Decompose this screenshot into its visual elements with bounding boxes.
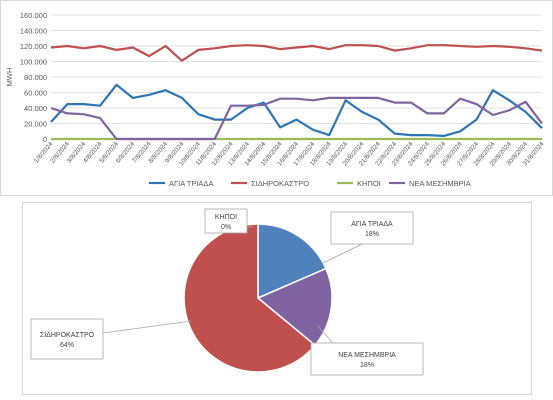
y-tick-label: 160.000 <box>20 11 47 20</box>
y-tick-label: 0 <box>43 135 47 144</box>
series-line <box>50 96 543 141</box>
y-tick-label: 20.000 <box>24 120 47 129</box>
y-tick-label: 40.000 <box>24 104 47 113</box>
legend-label: ΚΗΠΟΙ <box>357 179 381 188</box>
line-chart-panel: 0 20.000 40.000 60.000 80.000 100.000 120.000 1… <box>0 0 553 196</box>
y-tick-label: 100.000 <box>20 58 47 67</box>
pie-slice <box>183 223 317 373</box>
data-label-box <box>310 342 424 376</box>
leader-line <box>316 324 334 344</box>
data-label-box <box>30 318 104 360</box>
line-chart: 0 20.000 40.000 60.000 80.000 100.000 120.000 1… <box>5 11 546 188</box>
pie-label-percent: 18% <box>360 362 374 369</box>
legend-label: ΑΓΙΑ ΤΡΙΑΔΑ <box>169 179 213 188</box>
series-line <box>50 83 543 137</box>
series-line <box>50 44 543 62</box>
data-label-box <box>330 211 414 245</box>
pie-chart: ΑΓΙΑ ΤΡΙΑΔΑ 18% ΝΕΑ ΜΕΣΗΜΒΡΙΑ 18% ΣΙΔΗΡΟΚΑΣΤ… <box>30 208 424 376</box>
pie-label-percent: 18% <box>365 231 379 238</box>
pie-label-name: ΚΗΠΟΙ <box>215 214 237 221</box>
pie-slice <box>256 267 333 347</box>
y-tick-label: 140.000 <box>20 27 47 36</box>
pie-slice <box>257 223 327 300</box>
legend-label: ΝΕΑ ΜΕΣΗΜΒΡΙΑ <box>409 179 471 188</box>
legend-label: ΣΙΔΗΡΟΚΑΣΤΡΟ <box>251 179 309 188</box>
data-label-box <box>204 208 248 234</box>
leader-line <box>322 243 363 264</box>
pie-label-name: ΝΕΑ ΜΕΣΗΜΒΡΙΑ <box>338 352 396 359</box>
y-axis-label: MWH <box>5 68 14 87</box>
pie-chart-panel: ΑΓΙΑ ΤΡΙΑΔΑ 18% ΝΕΑ ΜΕΣΗΜΒΡΙΑ 18% ΣΙΔΗΡΟΚΑΣΤ… <box>22 202 532 395</box>
y-tick-label: 120.000 <box>20 42 47 51</box>
pie-label-percent: 64% <box>60 342 74 349</box>
pie-label-name: ΣΙΔΗΡΟΚΑΣΤΡΟ <box>40 332 95 339</box>
pie-label-percent: 0% <box>221 224 231 231</box>
y-tick-label: 80.000 <box>24 73 47 82</box>
leader-line <box>102 320 192 334</box>
pie-label-name: ΑΓΙΑ ΤΡΙΑΔΑ <box>351 221 393 228</box>
y-tick-label: 60.000 <box>24 89 47 98</box>
